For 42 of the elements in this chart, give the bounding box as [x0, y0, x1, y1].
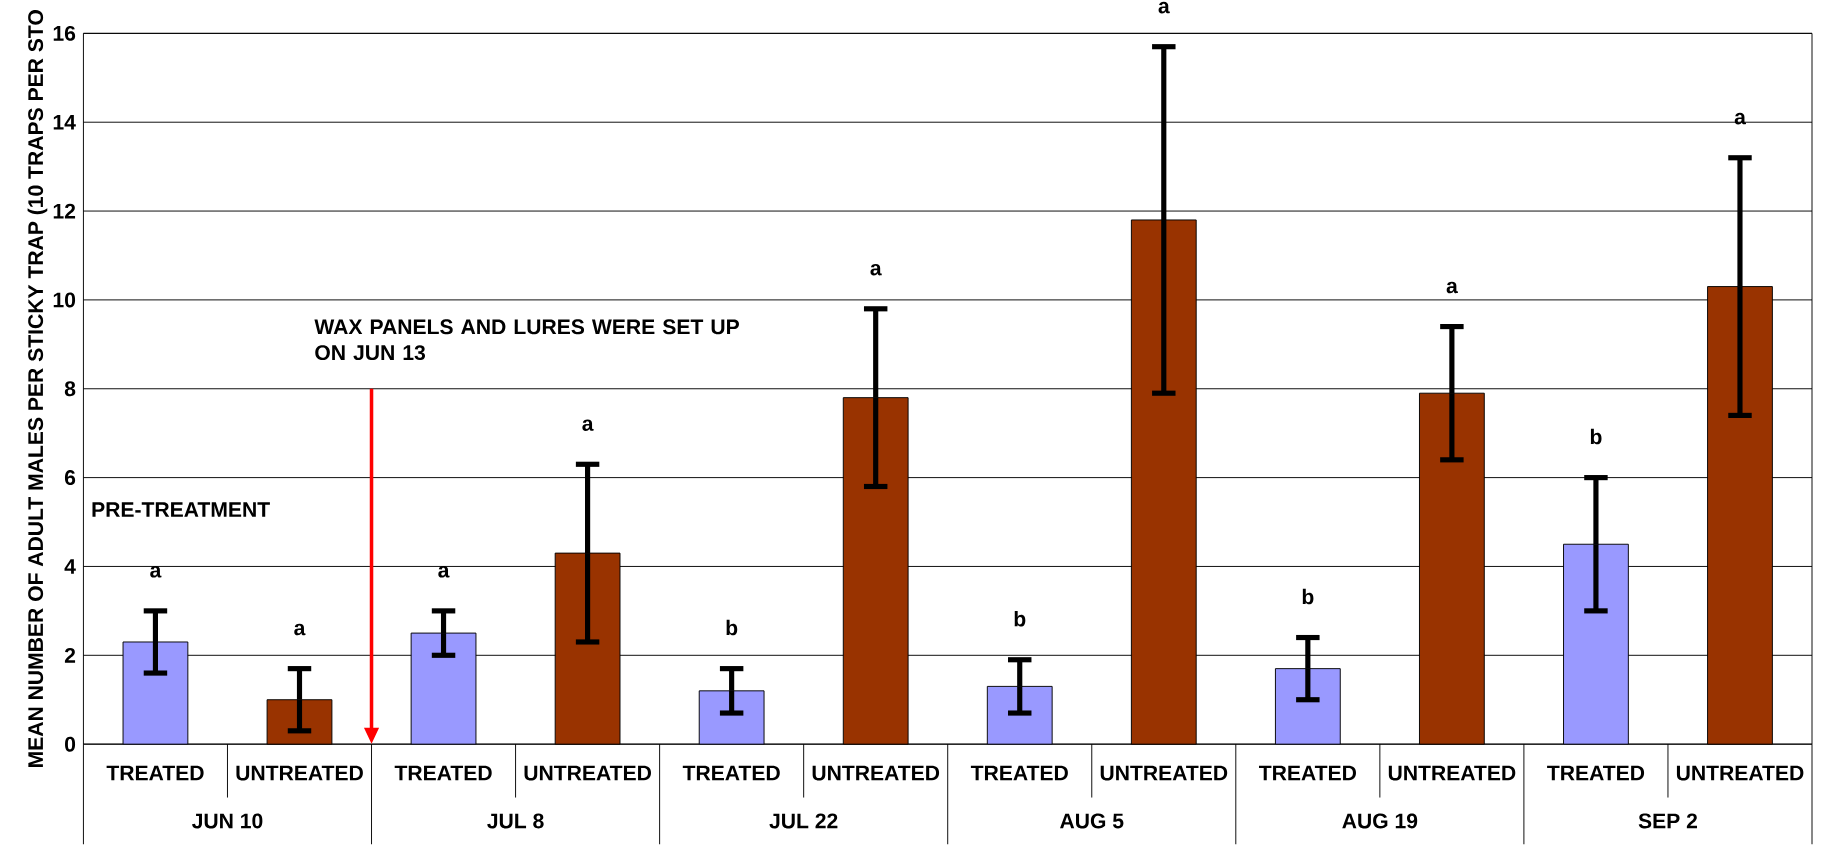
- annotation: PRE-TREATMENT: [92, 502, 270, 518]
- annotation: b: [1302, 588, 1314, 605]
- x-tick-label: TREATED: [682, 765, 780, 781]
- y-axis-title: MEAN NUMBER OF ADULT MALES PER STICKY TRAP (10 TRAPS PER STO: [27, 10, 48, 768]
- annotation: WAX PANELS AND LURES WERE SET UP ON JUN 13: [314, 319, 739, 361]
- x-tick-label: TREATED: [394, 765, 492, 781]
- x-tick-label: TREATED: [1547, 765, 1645, 781]
- x-tick-label: UNTREATED: [524, 765, 651, 781]
- y-tick-label: 14: [53, 115, 76, 130]
- text: AUG 5: [1060, 813, 1124, 829]
- annotation: a: [1446, 281, 1458, 294]
- y-tick-label: 0: [65, 736, 76, 752]
- x-tick-label: UNTREATED: [1676, 765, 1804, 781]
- text: AUG 19: [1342, 813, 1418, 829]
- x-tick-label: UNTREATED: [1388, 765, 1516, 781]
- text: JUL 8: [487, 813, 544, 829]
- y-tick-label: 8: [64, 381, 76, 397]
- text: JUN 10: [192, 813, 263, 829]
- y-tick-label: 2: [64, 648, 76, 663]
- x-tick-label: TREATED: [1259, 765, 1356, 781]
- annotation: a: [438, 566, 450, 578]
- annotation: a: [582, 419, 594, 432]
- x-tick-label: UNTREATED: [236, 765, 363, 781]
- annotation: b: [1590, 428, 1602, 445]
- annotation: b: [1014, 611, 1026, 627]
- annotation: a: [150, 566, 162, 578]
- annotation: a: [870, 264, 882, 276]
- x-tick-label: UNTREATED: [1100, 765, 1228, 781]
- text: a: [1158, 2, 1170, 14]
- y-tick-label: 16: [53, 26, 76, 42]
- x-tick-label: UNTREATED: [812, 765, 940, 781]
- y-tick-label: 12: [53, 203, 76, 219]
- annotation: a: [294, 623, 306, 636]
- text: JUL 22: [769, 813, 838, 829]
- annotation: b: [726, 620, 738, 636]
- annotation: a: [1734, 113, 1746, 125]
- x-tick-label: TREATED: [106, 765, 204, 781]
- y-tick-label: 6: [64, 470, 76, 486]
- text: SEP 2: [1638, 813, 1698, 829]
- y-tick-label: 10: [53, 292, 76, 308]
- x-tick-label: TREATED: [970, 765, 1068, 781]
- y-tick-label: 4: [64, 559, 76, 574]
